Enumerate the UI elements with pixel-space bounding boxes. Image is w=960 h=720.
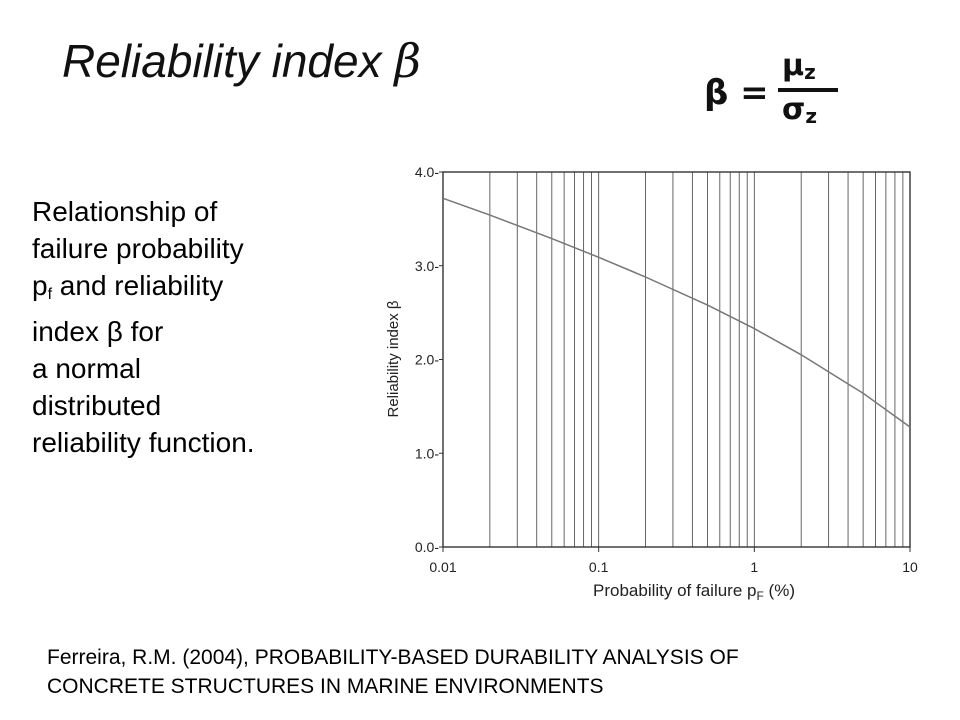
description-line-3-pre: p bbox=[32, 270, 48, 301]
y-axis-label: Reliability index β bbox=[385, 300, 402, 417]
description-text: Relationship of failure probability pf a… bbox=[32, 193, 332, 461]
plot-frame bbox=[442, 171, 911, 548]
chart-grid bbox=[489, 172, 904, 547]
formula-denominator: σz bbox=[782, 92, 817, 128]
x-axis-label-sub: F bbox=[756, 589, 763, 603]
slide-title-text: Reliability index bbox=[62, 35, 382, 87]
formula-numerator-symbol: μ bbox=[782, 48, 805, 83]
formula-numerator-sub: z bbox=[804, 60, 816, 84]
chart-frame bbox=[442, 171, 911, 548]
x-tick-label: 1 bbox=[750, 559, 758, 575]
description-line-5: a normal bbox=[32, 353, 141, 384]
description-line-6: distributed bbox=[32, 390, 162, 421]
description-line-7: reliability function. bbox=[32, 427, 255, 458]
citation-line-2: CONCRETE STRUCTURES IN MARINE ENVIRONMEN… bbox=[47, 675, 604, 698]
y-tick-label: 0.0- bbox=[415, 539, 439, 555]
description-line-1: Relationship of bbox=[32, 196, 218, 227]
x-axis-label: Probability of failure pF (%) bbox=[593, 581, 795, 603]
reliability-chart: 0.0- 1.0- 2.0- 3.0- 4.0- 0.01 0.1 1 10 Probabili… bbox=[385, 164, 918, 603]
description-line-3-post: and reliability bbox=[52, 270, 224, 301]
formula-fraction-bar bbox=[778, 88, 838, 92]
formula-denominator-symbol: σ bbox=[782, 92, 806, 127]
description-line-4: index β for bbox=[32, 316, 164, 347]
x-tick-label: 0.01 bbox=[429, 559, 456, 575]
formula-denominator-sub: z bbox=[805, 104, 818, 128]
y-tick-label: 4.0- bbox=[415, 164, 439, 180]
y-tick-label: 2.0- bbox=[415, 352, 439, 368]
description-line-3: pf and reliability bbox=[32, 267, 332, 313]
citation: Ferreira, R.M. (2004), PROBABILITY-BASED… bbox=[47, 643, 739, 701]
description-line-2: failure probability bbox=[32, 233, 244, 264]
x-axis-label-unit: (%) bbox=[764, 581, 795, 600]
series-line bbox=[442, 197, 911, 428]
formula-lhs: β = bbox=[704, 73, 769, 113]
x-tick-label: 10 bbox=[902, 559, 918, 575]
citation-line-1: Ferreira, R.M. (2004), PROBABILITY-BASED… bbox=[47, 646, 739, 669]
slide-title: Reliability index β bbox=[62, 34, 421, 88]
x-tick-label: 0.1 bbox=[589, 559, 609, 575]
chart-ticks: 0.0- 1.0- 2.0- 3.0- 4.0- 0.01 0.1 1 10 bbox=[415, 164, 918, 575]
chart-series bbox=[442, 197, 911, 428]
y-tick-label: 3.0- bbox=[415, 258, 439, 274]
x-axis-label-text: Probability of failure p bbox=[593, 581, 756, 600]
description-line-3-sub: f bbox=[47, 286, 53, 303]
slide-title-symbol: β bbox=[394, 34, 421, 88]
beta-formula: β = μz σz bbox=[704, 48, 844, 134]
y-tick-label: 1.0- bbox=[415, 445, 439, 461]
formula-numerator: μz bbox=[782, 48, 816, 84]
